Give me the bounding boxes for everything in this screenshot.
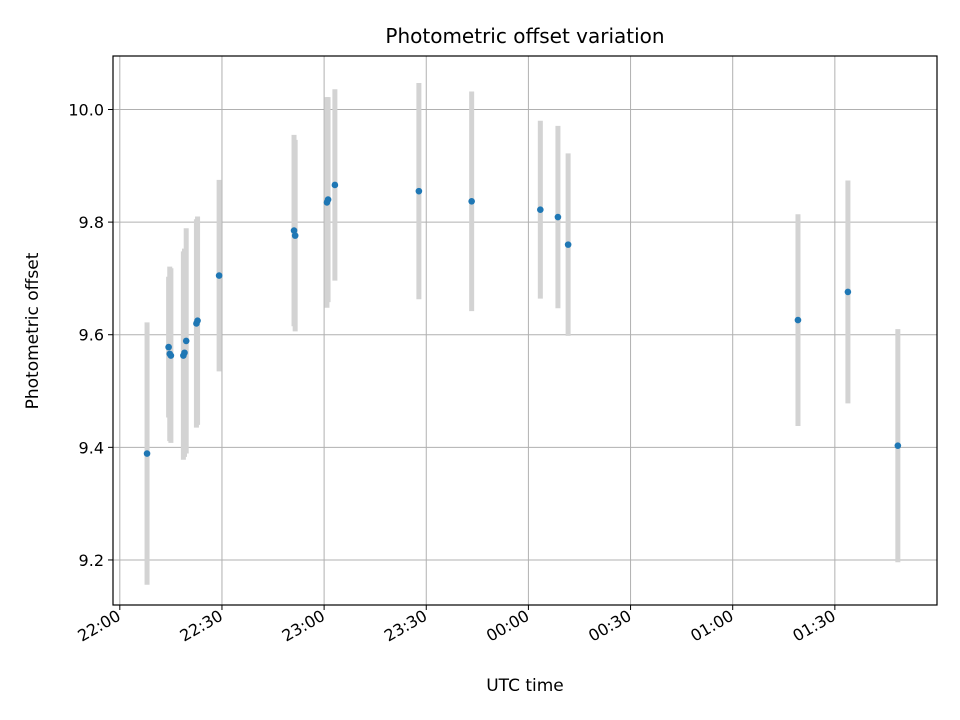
data-point-0 (143, 450, 151, 457)
data-points (143, 181, 902, 457)
data-point-10 (290, 227, 298, 234)
data-point-22 (894, 442, 902, 449)
plot-area-frame (112, 55, 938, 606)
data-point-21 (844, 288, 852, 296)
y-tick-label-0: 9.2 (79, 551, 104, 570)
data-point-6 (182, 337, 190, 345)
data-point-18 (554, 213, 562, 221)
y-axis-label: Photometric offset (23, 252, 43, 409)
x-axis-label: UTC time (486, 676, 564, 696)
data-point-15 (415, 187, 423, 195)
grid (113, 56, 937, 605)
data-point-20 (794, 316, 802, 324)
data-point-17 (537, 206, 544, 214)
data-point-8 (194, 317, 201, 324)
data-point-14 (331, 181, 339, 189)
y-tick-label-3: 9.8 (79, 213, 104, 232)
data-point-3 (167, 352, 175, 359)
data-point-5 (181, 349, 188, 357)
chart-title: Photometric offset variation (385, 24, 664, 48)
y-tick-label-4: 10.0 (68, 100, 104, 119)
data-point-16 (468, 197, 475, 205)
y-tick-label-1: 9.4 (79, 438, 104, 457)
data-point-9 (215, 272, 223, 279)
y-tick-label-2: 9.6 (79, 326, 104, 345)
data-point-13 (324, 196, 332, 203)
data-point-11 (291, 232, 299, 239)
data-point-1 (165, 343, 172, 351)
data-point-19 (564, 241, 572, 248)
